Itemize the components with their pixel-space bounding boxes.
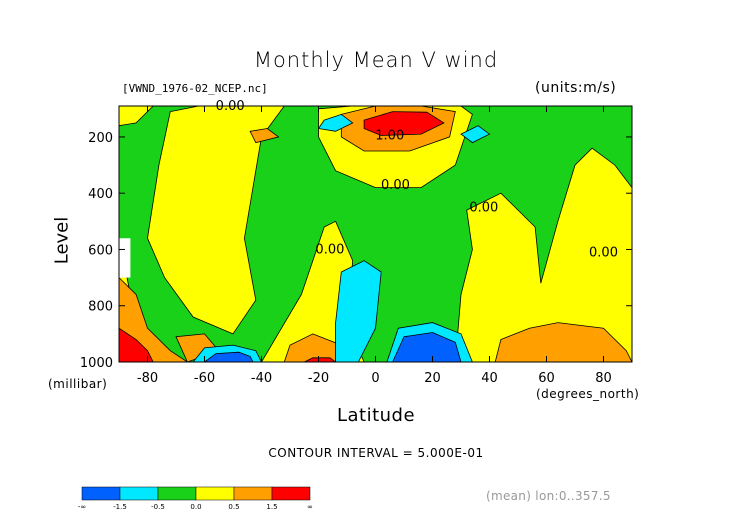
colorbar-swatch bbox=[195, 486, 235, 501]
y-tick-label: 600 bbox=[88, 243, 113, 258]
y-tick-label: 200 bbox=[88, 131, 113, 146]
contour-region-red bbox=[304, 357, 337, 362]
y-tick-label: 400 bbox=[88, 187, 113, 202]
colorbar-swatch bbox=[271, 486, 311, 501]
contour-region-red bbox=[363, 111, 445, 136]
contour-region-yellow bbox=[147, 106, 285, 335]
colorbar-swatch bbox=[157, 486, 197, 501]
contour-label: 1.00 bbox=[375, 129, 404, 144]
colorbar-label: ∞ bbox=[307, 503, 313, 511]
contour-region-cyan bbox=[317, 113, 354, 132]
contour-region-orange bbox=[249, 128, 280, 144]
contour-region-red bbox=[119, 327, 154, 362]
y-axis-unit: (millibar) bbox=[48, 377, 108, 391]
contour-region-blue bbox=[392, 332, 462, 362]
x-tick-label: 0 bbox=[371, 371, 379, 386]
x-tick-label: -40 bbox=[251, 371, 272, 386]
contour-region-yellow bbox=[119, 106, 154, 127]
x-tick-label: -20 bbox=[308, 371, 329, 386]
colorbar-label: 1.5 bbox=[266, 503, 277, 511]
file-label: [VWND_1976-02_NCEP.nc] bbox=[122, 82, 268, 95]
x-tick-label: -60 bbox=[194, 371, 215, 386]
contour-region-cyan bbox=[335, 260, 382, 362]
x-tick-label: 40 bbox=[481, 371, 498, 386]
colorbar-swatch bbox=[233, 486, 273, 501]
colorbar-swatch bbox=[81, 486, 121, 501]
x-tick-label: 60 bbox=[538, 371, 555, 386]
x-tick-label: -80 bbox=[137, 371, 158, 386]
contour-region-orange bbox=[494, 322, 632, 362]
contour-label: 0.00 bbox=[315, 242, 344, 257]
contour-regions bbox=[119, 106, 632, 362]
x-tick-label: 80 bbox=[595, 371, 612, 386]
y-axis-ticks: 200 400 600 800 1000 bbox=[80, 131, 632, 371]
mean-note: (mean) lon:0..357.5 bbox=[486, 489, 611, 503]
contour-label: 0.00 bbox=[381, 178, 410, 193]
x-axis-label: Latitude bbox=[336, 405, 416, 426]
contour-interval-label: CONTOUR INTERVAL = 5.000E-01 bbox=[268, 446, 484, 460]
x-axis-ticks: -80 -60 -40 -20 0 20 40 60 80 bbox=[137, 106, 612, 386]
contour-region-orange bbox=[283, 333, 348, 362]
contour-region-white bbox=[119, 238, 131, 278]
units-label: (units:m/s) bbox=[535, 80, 617, 96]
colorbar-label: 0.5 bbox=[228, 503, 239, 511]
x-tick-label: 20 bbox=[424, 371, 441, 386]
contour-region-cyan bbox=[460, 125, 491, 144]
colorbar-label: -1.5 bbox=[113, 503, 127, 511]
contour-label: 0.00 bbox=[589, 245, 618, 260]
contour-label: 0.00 bbox=[469, 200, 498, 215]
colorbar: -∞ -1.5 -0.5 0.0 0.5 1.5 ∞ bbox=[78, 486, 313, 511]
y-tick-label: 800 bbox=[88, 300, 113, 315]
colorbar-swatch bbox=[119, 486, 159, 501]
contour-region-yellow bbox=[454, 147, 632, 362]
colorbar-label: -0.5 bbox=[151, 503, 165, 511]
x-axis-unit: (degrees_north) bbox=[536, 387, 640, 401]
contour-region-blue bbox=[203, 351, 254, 362]
chart-title: Monthly Mean V wind bbox=[253, 48, 499, 72]
colorbar-label: 0.0 bbox=[190, 503, 201, 511]
colorbar-label: -∞ bbox=[78, 503, 86, 511]
y-tick-label: 1000 bbox=[80, 356, 113, 371]
